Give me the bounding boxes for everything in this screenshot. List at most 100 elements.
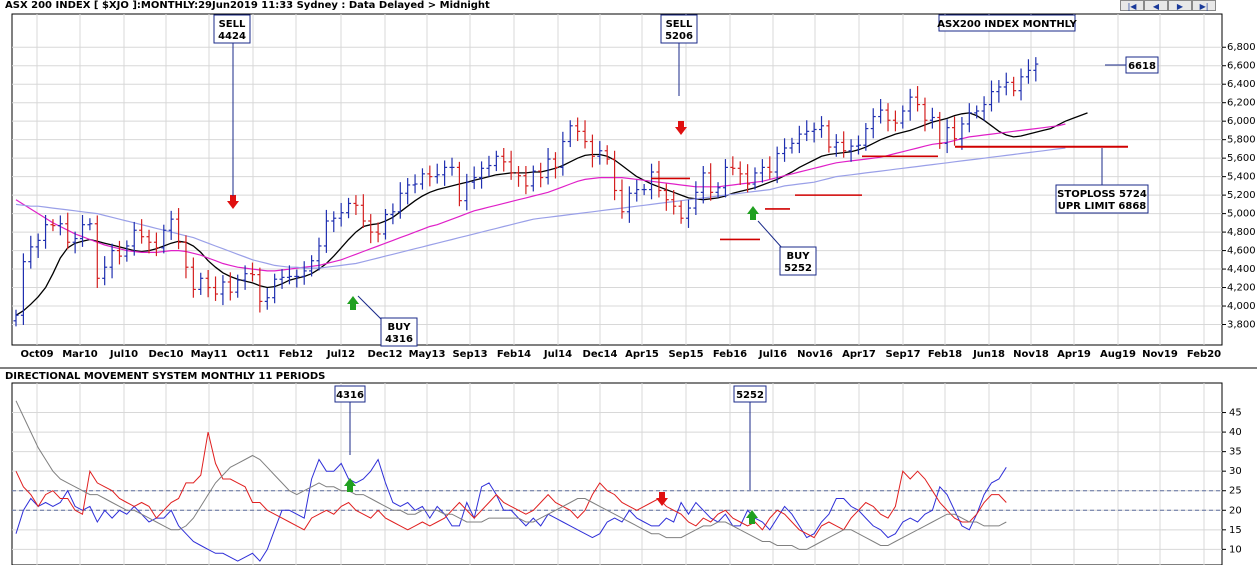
ohlc-bar (737, 161, 743, 185)
ohlc-bar (1018, 68, 1024, 101)
price-xtick-label: Feb14 (497, 349, 531, 360)
ohlc-bar (685, 199, 691, 228)
price-xtick-label: Sep17 (885, 349, 920, 360)
dms-series-line (15, 400, 1007, 550)
ohlc-bar (915, 86, 921, 112)
dms-ytick-label: 40 (1229, 427, 1242, 438)
ohlc-bar (619, 179, 625, 219)
buy-signal-label-text: 5252 (784, 263, 812, 274)
dms-panel-frame (11, 382, 1223, 565)
ohlc-bar (190, 257, 196, 298)
price-xtick-label: Nov16 (797, 349, 833, 360)
buy-arrow (347, 296, 359, 310)
ohlc-bar (508, 150, 514, 180)
price-xtick-label: Feb18 (928, 349, 962, 360)
price-ytick-label: 3,800 (1227, 320, 1256, 331)
ohlc-bar (567, 120, 573, 148)
buy-signal-label-text: 4316 (385, 334, 413, 345)
header-title: ASX 200 INDEX [ $XJO ]:MONTHLY:29Jun2019… (5, 0, 490, 11)
price-ytick-label: 4,000 (1227, 301, 1256, 312)
ohlc-bar (1025, 59, 1031, 84)
ohlc-bar (442, 160, 448, 186)
ohlc-bar (833, 134, 839, 157)
dms-ytick-label: 20 (1229, 505, 1242, 516)
ohlc-bar (952, 116, 958, 146)
price-ytick-label: 6,400 (1227, 79, 1256, 90)
price-xtick-label: Oct09 (20, 349, 53, 360)
ohlc-bar (220, 275, 226, 306)
price-xtick-label: Jul12 (326, 349, 355, 360)
dms-ytick-label: 10 (1229, 544, 1242, 555)
ohlc-bar (412, 174, 418, 194)
ohlc-bar (338, 202, 344, 227)
price-xtick-label: Mar10 (62, 349, 98, 360)
price-xtick-label: Sep15 (668, 349, 703, 360)
ohlc-bar (870, 108, 876, 139)
ohlc-bar (213, 276, 219, 301)
price-xtick-label: Feb20 (1187, 349, 1221, 360)
sell-signal-label-box (213, 14, 251, 44)
ohlc-bar (974, 105, 980, 119)
price-ytick-label: 6,000 (1227, 116, 1256, 127)
price-xtick-label: Nov18 (1013, 349, 1049, 360)
ohlc-bar (560, 131, 566, 176)
buy-signal-label-text: BUY (388, 322, 412, 333)
first-page-button[interactable]: |◀ (1120, 0, 1144, 11)
dms-ytick-label: 25 (1229, 486, 1242, 497)
ohlc-bar (279, 269, 285, 289)
ohlc-bar (242, 265, 248, 290)
ohlc-bar (309, 255, 315, 277)
ohlc-bar (722, 159, 728, 198)
ohlc-bar (708, 163, 714, 201)
annotation-leader (357, 295, 385, 323)
ohlc-bar (530, 165, 536, 192)
ohlc-bar (434, 163, 440, 184)
ohlc-bar (198, 272, 204, 295)
ohlc-bar (678, 200, 684, 224)
moving-average-line (15, 112, 1088, 316)
ohlc-bar (612, 150, 618, 201)
ohlc-bar (981, 96, 987, 121)
ohlc-bar (153, 232, 159, 257)
next-page-button[interactable]: ▶ (1168, 0, 1192, 11)
ohlc-bar (649, 163, 655, 200)
last-page-button[interactable]: ▶| (1192, 0, 1216, 11)
ohlc-bar (796, 125, 802, 154)
price-xtick-label: Oct11 (236, 349, 269, 360)
ohlc-bar (597, 141, 603, 165)
ohlc-bar (700, 166, 706, 204)
ohlc-bar (745, 164, 751, 193)
last-price-label-text: 6618 (1128, 61, 1156, 72)
ohlc-bar (538, 162, 544, 188)
price-ytick-label: 5,000 (1227, 209, 1256, 220)
price-xtick-label: Feb12 (279, 349, 313, 360)
price-xtick-label: Apr17 (842, 349, 876, 360)
sell-arrow (656, 492, 668, 506)
ohlc-bar (464, 173, 470, 211)
price-xtick-label: May11 (191, 349, 228, 360)
ohlc-bar (966, 103, 972, 133)
ohlc-bar (841, 131, 847, 158)
ohlc-bar (183, 235, 189, 279)
ohlc-bar (626, 186, 632, 223)
previous-page-button[interactable]: ◀ (1144, 0, 1168, 11)
price-ytick-label: 4,600 (1227, 246, 1256, 257)
ohlc-bar (878, 99, 884, 124)
ohlc-bar (286, 265, 292, 285)
ohlc-bar (767, 156, 773, 179)
dms-series-line (15, 431, 1007, 539)
annotation-leader (757, 220, 784, 250)
price-ytick-label: 6,200 (1227, 98, 1256, 109)
ohlc-bar (1003, 72, 1009, 96)
price-ytick-label: 5,800 (1227, 135, 1256, 146)
price-xtick-label: Apr19 (1057, 349, 1091, 360)
ohlc-bar (102, 256, 108, 286)
ohlc-bar (759, 159, 765, 183)
chart-navigation: |◀ ◀ ▶ ▶| (1120, 0, 1216, 12)
ohlc-bar (929, 107, 935, 129)
price-xtick-label: Jul16 (758, 349, 787, 360)
ohlc-bar (1033, 57, 1039, 82)
ohlc-bar (368, 214, 374, 244)
ohlc-bar (1011, 76, 1017, 97)
